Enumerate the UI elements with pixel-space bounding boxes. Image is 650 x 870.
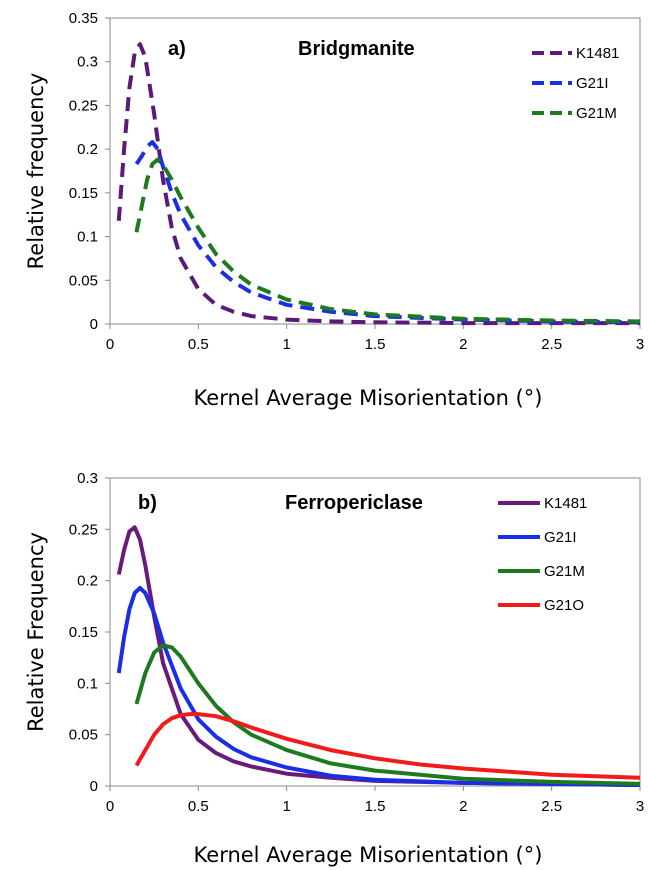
x-axis-label-b: Kernel Average Misorientation (°) xyxy=(194,843,543,867)
y-axis-label-a: Relative frequency xyxy=(24,73,48,270)
panel-label-b: b) xyxy=(138,492,157,514)
x-tick-label: 1.5 xyxy=(365,336,386,353)
legend-b: K1481 G21I G21M G21O xyxy=(498,495,587,614)
x-tick-label: 0 xyxy=(106,336,114,353)
y-tick-label: 0.3 xyxy=(77,54,98,71)
x-tick-label: 0.5 xyxy=(188,336,209,353)
y-tick-label: 0.25 xyxy=(69,97,98,114)
plot-area-a xyxy=(109,17,641,325)
tick-labels-b: 0 0.5 1 1.5 2 2.5 3 0 0.05 0.1 0.15 0.2 0.25 0.3 xyxy=(69,470,644,815)
series-line-g21m xyxy=(134,643,641,786)
x-tick-label: 3 xyxy=(636,798,644,815)
y-tick-label: 0.15 xyxy=(69,624,98,641)
legend-a: K1481 G21I G21M xyxy=(532,45,619,122)
y-tick-label: 0.25 xyxy=(69,521,98,538)
series-lines-a xyxy=(116,42,641,326)
y-tick-label: 0.15 xyxy=(69,185,98,202)
y-tick-label: 0.05 xyxy=(69,272,98,289)
panel-a: a) Bridgmanite Relative frequency Kernel… xyxy=(24,10,644,410)
series-line-g21o xyxy=(134,712,641,780)
x-tick-label: 2 xyxy=(459,798,467,815)
y-tick-label: 0.2 xyxy=(77,141,98,158)
y-tick-label: 0 xyxy=(90,316,98,333)
y-tick-label: 0.05 xyxy=(69,727,98,744)
chart-title-b: Ferropericlase xyxy=(285,492,423,514)
y-tick-label: 0.2 xyxy=(77,573,98,590)
x-tick-label: 2.5 xyxy=(541,798,562,815)
y-axis-label-b: Relative Frequency xyxy=(24,532,48,732)
y-tick-label: 0.35 xyxy=(69,10,98,27)
panel-b: b) Ferropericlase Relative Frequency Ker… xyxy=(24,470,644,867)
y-tick-label: 0.1 xyxy=(77,675,98,692)
legend-label-g21i: G21I xyxy=(576,75,609,92)
series-line-g21i xyxy=(116,585,641,787)
y-tick-label: 0.3 xyxy=(77,470,98,487)
y-tick-label: 0 xyxy=(90,778,98,795)
plot-area-b xyxy=(109,477,641,787)
x-tick-label: 2.5 xyxy=(541,336,562,353)
panel-label-a: a) xyxy=(168,38,186,60)
x-axis-label-a: Kernel Average Misorientation (°) xyxy=(194,386,543,410)
legend-label-g21m: G21M xyxy=(544,563,585,580)
legend-label-k1481: K1481 xyxy=(576,45,619,62)
x-tick-label: 1 xyxy=(282,798,290,815)
x-tick-label: 0 xyxy=(106,798,114,815)
legend-label-g21m: G21M xyxy=(576,105,617,122)
series-lines-b xyxy=(116,525,641,787)
y-tick-label: 0.1 xyxy=(77,229,98,246)
x-tick-label: 2 xyxy=(459,336,467,353)
chart-title-a: Bridgmanite xyxy=(298,38,415,60)
x-tick-label: 0.5 xyxy=(188,798,209,815)
x-tick-label: 1.5 xyxy=(365,798,386,815)
legend-label-g21i: G21I xyxy=(544,529,577,546)
legend-label-g21o: G21O xyxy=(544,597,584,614)
series-line-g21m xyxy=(134,157,641,324)
legend-label-k1481: K1481 xyxy=(544,495,587,512)
x-tick-label: 3 xyxy=(636,336,644,353)
x-tick-label: 1 xyxy=(282,336,290,353)
tick-labels-a: 0 0.5 1 1.5 2 2.5 3 0 0.05 0.1 0.15 0.2 0.25 0.3 0.35 xyxy=(69,10,644,353)
